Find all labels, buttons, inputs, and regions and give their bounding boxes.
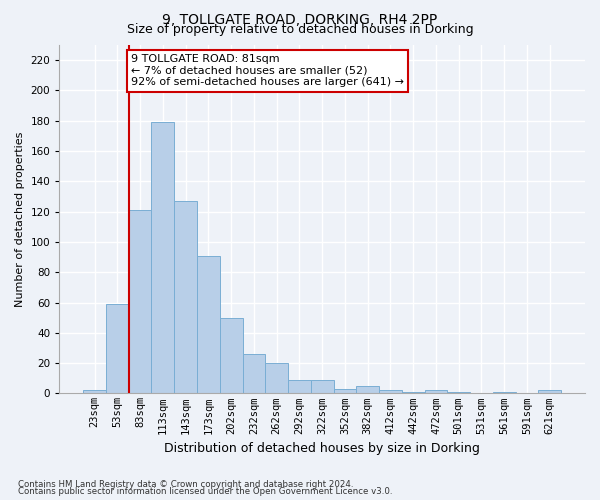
Bar [493,392,515,394]
Bar [106,304,129,394]
Bar [197,256,220,394]
Bar [379,390,402,394]
Text: 9 TOLLGATE ROAD: 81sqm
← 7% of detached houses are smaller (52)
92% of semi-deta: 9 TOLLGATE ROAD: 81sqm ← 7% of detached … [131,54,404,88]
Bar [538,390,561,394]
Bar [174,201,197,394]
Bar [356,386,379,394]
Bar [83,390,106,394]
Bar [242,354,265,394]
Bar [288,380,311,394]
Y-axis label: Number of detached properties: Number of detached properties [15,132,25,307]
Bar [311,380,334,394]
Bar [129,210,151,394]
Bar [265,363,288,394]
Text: Contains HM Land Registry data © Crown copyright and database right 2024.: Contains HM Land Registry data © Crown c… [18,480,353,489]
Text: Contains public sector information licensed under the Open Government Licence v3: Contains public sector information licen… [18,487,392,496]
Bar [334,389,356,394]
Bar [448,392,470,394]
Bar [402,392,425,394]
Bar [220,318,242,394]
Text: Size of property relative to detached houses in Dorking: Size of property relative to detached ho… [127,22,473,36]
Text: 9, TOLLGATE ROAD, DORKING, RH4 2PP: 9, TOLLGATE ROAD, DORKING, RH4 2PP [163,12,437,26]
Bar [425,390,448,394]
Bar [151,122,174,394]
X-axis label: Distribution of detached houses by size in Dorking: Distribution of detached houses by size … [164,442,480,455]
